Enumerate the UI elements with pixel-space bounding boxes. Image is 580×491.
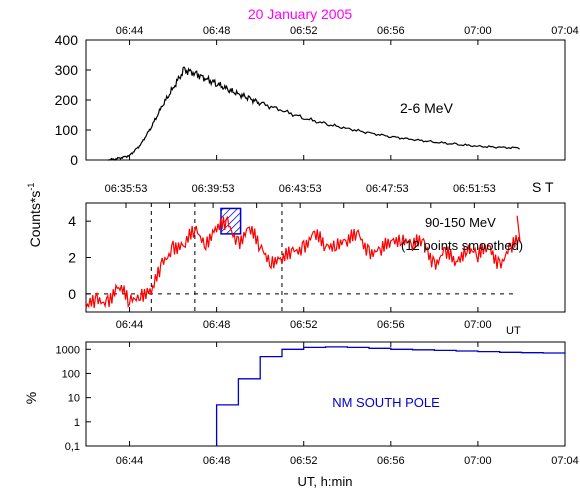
top-axis-tick-label: 06:48 — [203, 25, 231, 37]
chart-title: 20 January 2005 — [248, 6, 353, 22]
bottom-panel-frame — [85, 341, 566, 447]
st-axis-label: S T — [532, 179, 554, 195]
annotation-90-150-mev: 90-150 MeV — [425, 215, 496, 230]
x-tick-label: 07:04 — [551, 455, 579, 467]
y-axis-label-text: Counts*s-1 — [26, 183, 43, 248]
series-step-nm-south-pole — [215, 346, 566, 446]
top-axis-tick-label: 06:44 — [116, 25, 144, 37]
ut-axis-tick-label: 06:44 — [116, 319, 144, 331]
y-tick-label: 4 — [68, 213, 76, 229]
top-axis-tick-label: 07:04 — [551, 25, 579, 37]
annotation-smoothed: (12 points smoothed) — [401, 238, 523, 253]
y-tick-label: 200 — [55, 92, 79, 108]
top-panel-frame — [85, 39, 566, 161]
top-axis-tick-label: 06:52 — [290, 25, 318, 37]
ut-axis-tick-label: 06:48 — [203, 319, 231, 331]
x-tick-label: 06:44 — [116, 455, 144, 467]
y-tick-label: 1000 — [56, 344, 80, 356]
top-axis-tick-label: 06:56 — [377, 25, 405, 37]
top-axis-tick-label: 07:00 — [464, 25, 492, 37]
y-tick-label: 100 — [55, 122, 79, 138]
x-tick-label: 06:52 — [290, 455, 318, 467]
y-tick-label: 100 — [62, 368, 80, 380]
y-tick-label: 0,1 — [65, 441, 80, 453]
y-tick-label: 10 — [68, 393, 80, 405]
ut-axis-tick-label: 07:00 — [464, 319, 492, 331]
annotation-2-6-mev: 2-6 MeV — [400, 100, 454, 116]
y-tick-label: 400 — [55, 32, 79, 48]
y-tick-label: 1 — [74, 417, 80, 429]
y-tick-label: 2 — [68, 250, 76, 266]
y-axis-label: Counts*s-1 — [26, 183, 43, 248]
panel-top: 06:44 06:48 06:52 06:56 07:00 07:04 0 100 200 300… — [55, 25, 579, 168]
ut-axis-label: UT — [506, 325, 521, 337]
y-axis-label-sup: -1 — [26, 183, 36, 191]
annotation-nm-south-pole: NM SOUTH POLE — [332, 395, 440, 410]
x-tick-label: 07:00 — [464, 455, 492, 467]
ut-axis-tick-label: 06:52 — [290, 319, 318, 331]
panel-middle: 06:35:53 06:39:53 06:43:53 06:47:53 06:51:53… — [68, 179, 566, 337]
st-axis-tick-label: 06:35:53 — [105, 183, 148, 195]
series-line-2-6-mev — [107, 66, 520, 161]
st-axis-tick-label: 06:39:53 — [192, 183, 235, 195]
y-tick-label: 0 — [68, 286, 76, 302]
y-axis-label-percent: % — [23, 392, 39, 404]
y-tick-label: 0 — [70, 152, 78, 168]
st-axis-tick-label: 06:47:53 — [366, 183, 409, 195]
x-tick-label: 06:48 — [203, 455, 231, 467]
x-axis-label: UT, h:min — [298, 474, 353, 489]
st-axis-tick-label: 06:43:53 — [279, 183, 322, 195]
panel-bottom: 06:44 06:48 06:52 06:56 07:00 07:04 UT, h:min 0… — [23, 341, 579, 489]
series-line-90-150-mev — [85, 215, 521, 309]
ut-axis-tick-label: 06:56 — [377, 319, 405, 331]
y-tick-label: 300 — [55, 62, 79, 78]
st-axis-tick-label: 06:51:53 — [453, 183, 496, 195]
x-tick-label: 06:56 — [377, 455, 405, 467]
